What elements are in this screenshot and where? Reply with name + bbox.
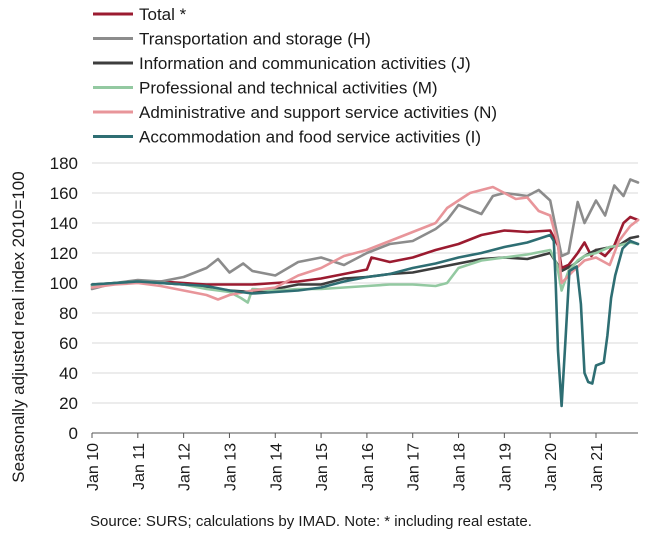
- series-lines: [90, 178, 640, 408]
- series-line-4: [90, 241, 640, 304]
- y-tick-label: 0: [69, 424, 78, 443]
- x-tick-label: Jan 21: [589, 443, 606, 491]
- source-note: Source: SURS; calculations by IMAD. Note…: [90, 513, 532, 530]
- y-tick-label: 20: [59, 394, 78, 413]
- y-tick-label: 160: [50, 184, 78, 203]
- legend-label: Accommodation and food service activitie…: [139, 128, 481, 147]
- y-tick-label: 120: [50, 244, 78, 263]
- legend-label: Information and communication activities…: [139, 54, 471, 73]
- series-line-5: [90, 185, 640, 301]
- x-tick-label: Jan 19: [497, 443, 514, 491]
- x-axis-ticks: Jan 10 Jan 11 Jan 12 Jan 13 Jan 14 Jan 15 Jan …: [85, 433, 606, 491]
- series-line-6: [90, 233, 640, 408]
- y-axis-ticks: 0 20 40 60 80 100 120 140 160 180: [50, 154, 78, 443]
- y-tick-label: 140: [50, 214, 78, 233]
- y-tick-label: 40: [59, 364, 78, 383]
- x-tick-label: Jan 20: [543, 443, 560, 491]
- legend: Total * Transportation and storage (H) Inf…: [93, 5, 497, 147]
- x-tick-label: Jan 15: [314, 443, 331, 491]
- y-axis-label: Seasonally adjusted real index 2010=100: [9, 171, 28, 482]
- legend-label: Transportation and storage (H): [139, 30, 371, 49]
- series-line-2: [90, 178, 640, 291]
- legend-label: Professional and technical activities (M…: [139, 79, 438, 98]
- y-tick-label: 100: [50, 274, 78, 293]
- x-tick-label: Jan 12: [177, 443, 194, 491]
- x-tick-label: Jan 17: [406, 443, 423, 491]
- x-tick-label: Jan 18: [452, 443, 469, 491]
- x-tick-label: Jan 11: [131, 443, 148, 490]
- y-tick-label: 80: [59, 304, 78, 323]
- y-tick-label: 180: [50, 154, 78, 173]
- x-tick-label: Jan 13: [222, 443, 239, 491]
- x-tick-label: Jan 10: [85, 443, 102, 491]
- x-tick-label: Jan 14: [268, 443, 285, 491]
- y-tick-label: 60: [59, 334, 78, 353]
- x-tick-label: Jan 16: [360, 443, 377, 491]
- legend-label: Total *: [139, 5, 187, 24]
- legend-label: Administrative and support service activ…: [139, 103, 497, 122]
- plot-area: [90, 162, 640, 434]
